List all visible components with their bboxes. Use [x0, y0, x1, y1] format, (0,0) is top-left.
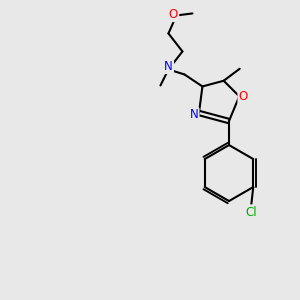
Text: O: O [238, 90, 248, 103]
Text: O: O [169, 8, 178, 21]
Text: N: N [190, 109, 198, 122]
Text: N: N [164, 60, 173, 73]
Text: Cl: Cl [245, 206, 257, 219]
